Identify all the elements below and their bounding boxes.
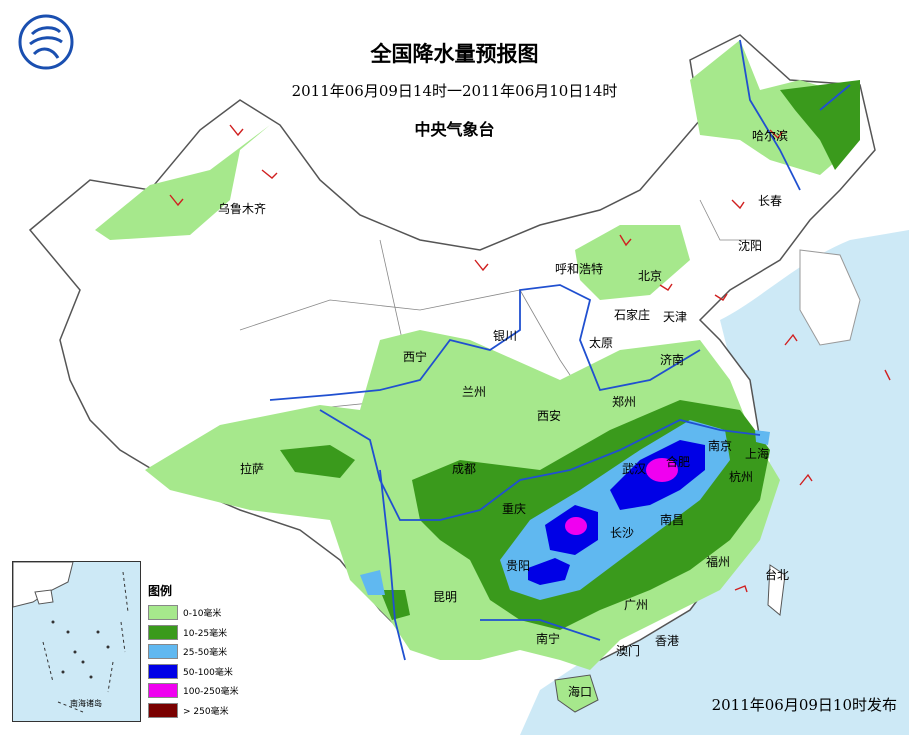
legend-swatch bbox=[148, 605, 178, 621]
city-label: 南昌 bbox=[660, 513, 685, 527]
city-label: 西安 bbox=[537, 409, 562, 423]
forecast-period: 2011年06月09日14时一2011年06月10日14时 bbox=[291, 82, 618, 100]
city-label: 重庆 bbox=[502, 502, 527, 516]
city-label: 沈阳 bbox=[738, 239, 763, 253]
city-label: 上海 bbox=[745, 447, 770, 461]
legend-label: > 250毫米 bbox=[183, 706, 229, 717]
inset-map bbox=[12, 561, 140, 721]
city-label: 澳门 bbox=[616, 644, 641, 658]
legend-swatch bbox=[148, 702, 178, 718]
city-label: 哈尔滨 bbox=[752, 129, 789, 143]
wind-barbs bbox=[169, 124, 891, 593]
city-label: 南京 bbox=[708, 439, 733, 453]
legend-swatch bbox=[148, 683, 178, 699]
legend-item: 100-250毫米 bbox=[148, 681, 258, 701]
city-label: 济南 bbox=[660, 353, 685, 367]
city-label: 合肥 bbox=[666, 455, 691, 469]
city-label: 拉萨 bbox=[240, 462, 265, 476]
legend-label: 25-50毫米 bbox=[183, 648, 228, 659]
legend-label: 50-100毫米 bbox=[183, 667, 233, 678]
city-label: 石家庄 bbox=[614, 308, 651, 322]
legend-swatch bbox=[148, 663, 178, 679]
legend-item: 25-50毫米 bbox=[148, 642, 258, 662]
city-label: 杭州 bbox=[729, 470, 754, 484]
city-label: 香港 bbox=[655, 634, 680, 648]
city-label: 银川 bbox=[493, 329, 518, 343]
hainan-island bbox=[554, 674, 599, 713]
city-label: 天津 bbox=[663, 310, 688, 324]
city-label: 武汉 bbox=[622, 462, 647, 476]
legend-item: > 250毫米 bbox=[148, 701, 258, 721]
city-label: 呼和浩特 bbox=[555, 262, 604, 276]
legend-title: 图例 bbox=[148, 584, 173, 598]
legend-item: 50-100毫米 bbox=[148, 662, 258, 682]
city-label: 长春 bbox=[758, 194, 783, 208]
city-label: 台北 bbox=[765, 568, 790, 582]
city-label: 长沙 bbox=[610, 526, 635, 540]
rivers bbox=[269, 39, 851, 661]
city-label: 北京 bbox=[638, 269, 663, 283]
map-title: 全国降水量预报图 bbox=[370, 42, 539, 66]
neighbor-land bbox=[799, 249, 861, 346]
legend-swatch bbox=[148, 624, 178, 640]
cma-logo bbox=[18, 14, 74, 70]
city-label: 福州 bbox=[706, 555, 731, 569]
rain-100-250 bbox=[565, 458, 678, 535]
taiwan-island bbox=[767, 564, 786, 616]
city-label: 乌鲁木齐 bbox=[218, 202, 267, 216]
sea-area bbox=[520, 230, 909, 735]
city-label: 郑州 bbox=[612, 395, 637, 409]
south-sea-inset bbox=[12, 561, 141, 722]
city-label: 南宁 bbox=[536, 632, 561, 646]
city-label: 昆明 bbox=[433, 590, 458, 604]
legend-label: 100-250毫米 bbox=[183, 687, 239, 698]
city-label: 太原 bbox=[589, 336, 614, 350]
city-label: 兰州 bbox=[462, 385, 487, 399]
city-label: 成都 bbox=[452, 462, 477, 476]
legend-item: 0-10毫米 bbox=[148, 603, 258, 623]
issuer: 中央气象台 bbox=[414, 120, 495, 139]
city-label: 海口 bbox=[568, 685, 593, 699]
city-label: 贵阳 bbox=[506, 559, 531, 573]
inset-label: 南海诸岛 bbox=[70, 699, 102, 708]
legend-label: 0-10毫米 bbox=[183, 609, 222, 620]
city-label: 西宁 bbox=[403, 350, 428, 364]
legend: 图例 0-10毫米 10-25毫米 25-50毫米 50-100毫米 100-2… bbox=[148, 582, 258, 720]
legend-item: 10-25毫米 bbox=[148, 623, 258, 643]
legend-swatch bbox=[148, 644, 178, 660]
publish-time: 2011年06月09日10时发布 bbox=[711, 696, 897, 714]
legend-label: 10-25毫米 bbox=[183, 628, 228, 639]
city-label: 广州 bbox=[624, 598, 649, 612]
